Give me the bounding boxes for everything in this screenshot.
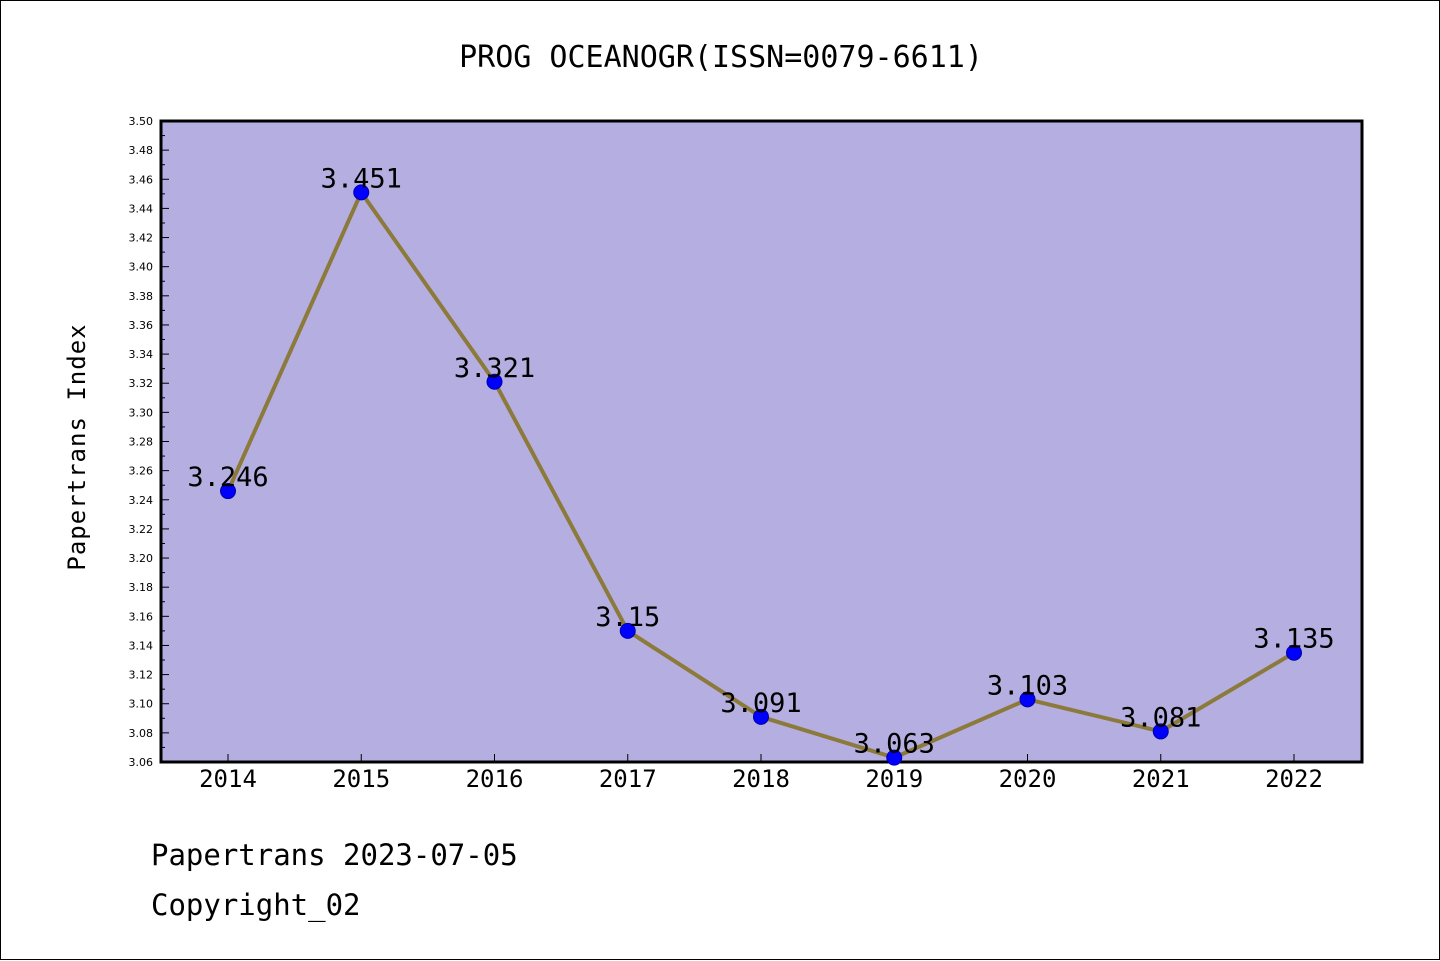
y-tick-label: 3.32 — [129, 377, 154, 390]
x-tick-label: 2014 — [199, 765, 257, 793]
y-tick-label: 3.22 — [129, 523, 154, 536]
x-tick-label: 2022 — [1265, 765, 1323, 793]
data-point-label: 3.091 — [720, 688, 801, 719]
y-tick-label: 3.06 — [129, 756, 154, 769]
y-tick-label: 3.16 — [129, 610, 154, 623]
data-point-label: 3.15 — [595, 602, 660, 633]
x-axis: 2014 2015 2016 2017 2018 2019 2020 2021 2022 — [199, 754, 1323, 793]
x-tick-label: 2018 — [732, 765, 790, 793]
data-point-marker — [486, 373, 503, 390]
x-tick-label: 2021 — [1132, 765, 1190, 793]
data-markers — [220, 184, 1302, 766]
data-point-marker — [886, 749, 903, 766]
footer-date: Papertrans 2023-07-05 — [151, 838, 518, 872]
y-tick-label: 3.14 — [129, 639, 154, 652]
data-point-marker — [1152, 723, 1169, 740]
y-tick-label: 3.20 — [129, 552, 154, 565]
y-tick-label: 3.38 — [129, 290, 154, 303]
y-tick-label: 3.42 — [129, 232, 154, 245]
data-point-label: 3.103 — [987, 670, 1068, 701]
y-tick-label: 3.24 — [129, 494, 154, 507]
data-point-label: 3.321 — [454, 353, 535, 384]
x-tick-label: 2016 — [466, 765, 524, 793]
data-point-label: 3.246 — [187, 462, 268, 493]
data-labels: 3.246 3.451 3.321 3.15 3.091 3.063 3.103 3.081 3… — [187, 163, 1334, 759]
data-point-label: 3.081 — [1120, 702, 1201, 733]
data-point-marker — [753, 708, 769, 725]
y-tick-label: 3.26 — [129, 465, 154, 478]
data-point-marker — [1286, 644, 1302, 661]
data-point-marker — [353, 184, 370, 201]
plot-area — [159, 119, 1364, 764]
y-tick-label: 3.36 — [129, 319, 154, 332]
y-tick-label: 3.48 — [129, 144, 154, 157]
x-tick-label: 2017 — [599, 765, 657, 793]
y-tick-label: 3.28 — [129, 436, 154, 449]
x-tick-label: 2015 — [332, 765, 390, 793]
y-tick-label: 3.50 — [129, 115, 154, 128]
data-point-label: 3.063 — [854, 729, 935, 760]
y-tick-label: 3.08 — [129, 727, 154, 740]
x-tick-label: 2020 — [999, 765, 1057, 793]
y-tick-label: 3.30 — [129, 406, 154, 419]
y-tick-label: 3.46 — [129, 173, 154, 186]
data-point-label: 3.135 — [1253, 624, 1334, 655]
footer-copyright: Copyright_02 — [151, 888, 361, 923]
y-tick-label: 3.12 — [129, 669, 154, 682]
data-point-marker — [1019, 691, 1036, 708]
y-tick-label: 3.40 — [129, 261, 154, 274]
data-point-marker — [619, 622, 636, 639]
chart-title: PROG OCEANOGR(ISSN=0079-6611) — [459, 40, 983, 75]
y-tick-label: 3.10 — [129, 698, 154, 711]
data-point-marker — [220, 483, 236, 500]
y-axis: 3.06 3.08 3.10 3.12 3.14 3.16 3.18 3.20 3.22 3.24… — [129, 115, 169, 769]
y-axis-label: Papertrans Index — [63, 323, 91, 570]
data-point-label: 3.451 — [321, 163, 402, 194]
y-tick-label: 3.18 — [129, 581, 154, 594]
y-tick-label: 3.44 — [129, 202, 154, 215]
y-tick-label: 3.34 — [129, 348, 154, 361]
x-tick-label: 2019 — [865, 765, 923, 793]
